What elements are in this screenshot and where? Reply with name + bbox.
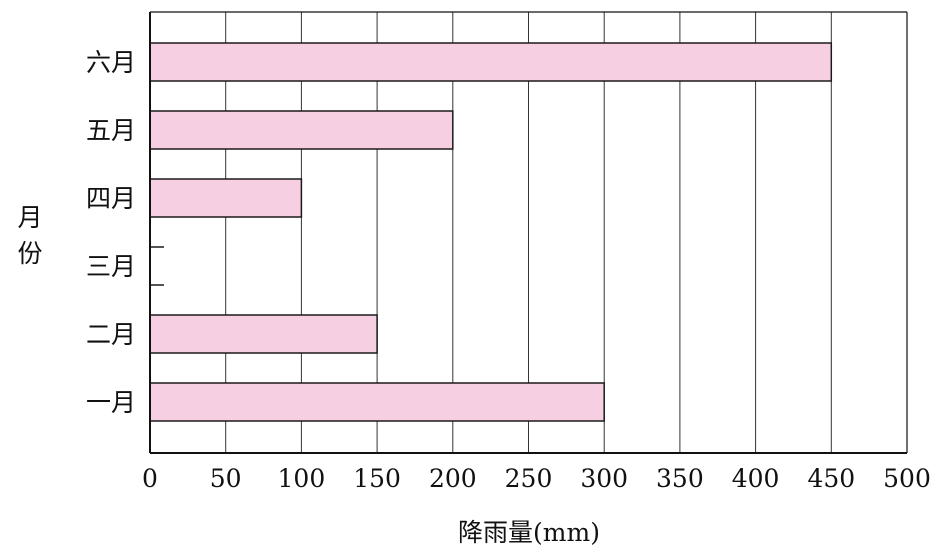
x-tick-label-200: 200 [429, 464, 477, 493]
x-tick-label-100: 100 [278, 464, 326, 493]
x-axis-title: 降雨量(mm) [458, 518, 600, 547]
y-category-label-一月: 一月 [86, 388, 136, 417]
x-tick-label-50: 50 [210, 464, 242, 493]
x-tick-label-0: 0 [142, 464, 158, 493]
x-tick-label-300: 300 [580, 464, 628, 493]
y-category-label-二月: 二月 [86, 320, 136, 349]
x-tick-label-450: 450 [807, 464, 855, 493]
y-category-label-六月: 六月 [86, 48, 136, 77]
y-category-label-五月: 五月 [86, 116, 136, 145]
y-category-label-四月: 四月 [86, 184, 136, 213]
y-axis-title-line-2: 份 [17, 239, 42, 268]
x-tick-label-400: 400 [732, 464, 780, 493]
bar-二月 [149, 314, 378, 354]
x-tick-label-350: 350 [656, 464, 704, 493]
labels: 0 50 100 150 200 250 300 350 400 450 500 一月 二月 三月 四月 五月… [86, 48, 931, 493]
y-category-label-三月: 三月 [86, 252, 136, 281]
bar-一月 [149, 382, 605, 422]
y-axis-title-line-1: 月 [17, 203, 42, 232]
axes [149, 11, 908, 454]
bars [149, 42, 833, 422]
x-tick-label-500: 500 [883, 464, 931, 493]
bar-六月 [149, 42, 833, 82]
bar-五月 [149, 110, 454, 150]
x-tick-label-150: 150 [353, 464, 401, 493]
bar-四月 [149, 178, 303, 218]
x-tick-label-250: 250 [505, 464, 553, 493]
